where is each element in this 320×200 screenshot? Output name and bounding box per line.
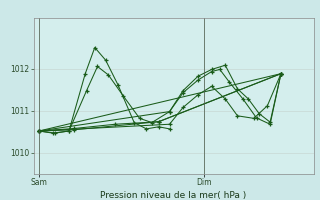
X-axis label: Pression niveau de la mer( hPa ): Pression niveau de la mer( hPa ): [100, 191, 247, 200]
